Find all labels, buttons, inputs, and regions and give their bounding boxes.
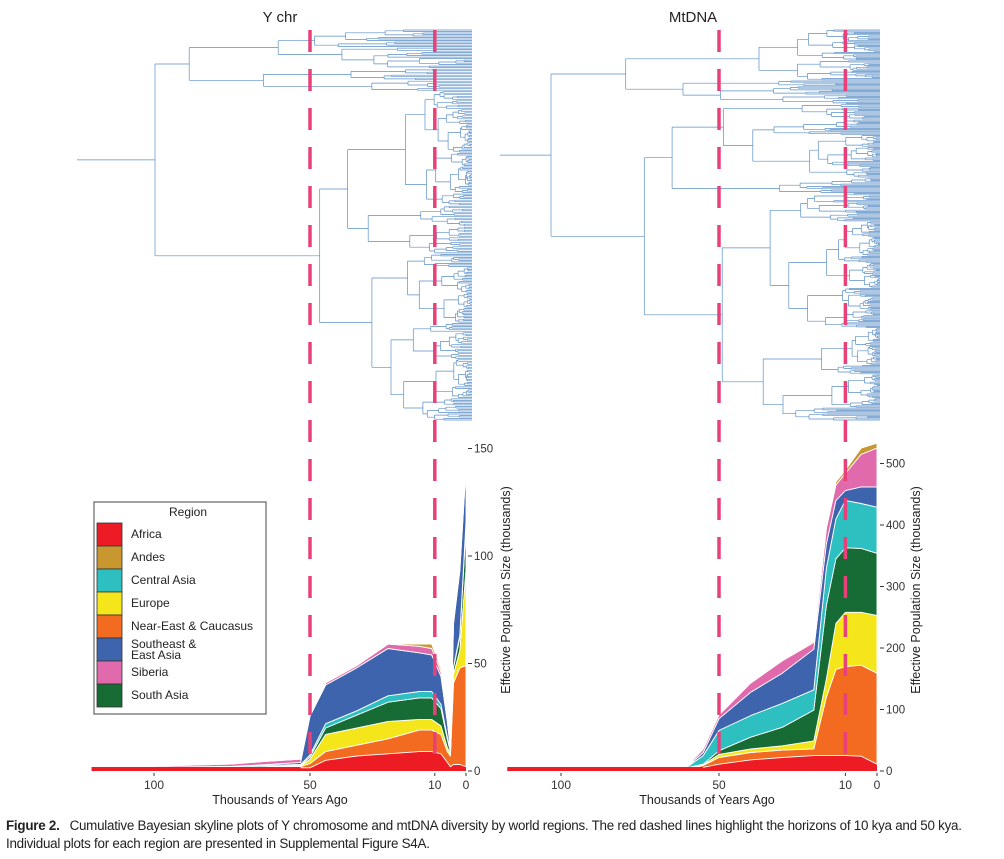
legend-label: South Asia	[131, 688, 189, 702]
y-axis-title: Effective Population Size (thousands)	[909, 486, 923, 694]
legend-swatch	[96, 568, 123, 593]
y-tick-label: 0	[886, 766, 892, 778]
legend-label: Central Asia	[131, 573, 196, 587]
y-tick-label: 300	[886, 582, 905, 594]
legend-swatch	[96, 683, 123, 708]
legend-swatch	[96, 591, 123, 616]
x-tick-label: 50	[712, 778, 726, 792]
phylogenetic-trees	[77, 29, 880, 421]
legend-box	[93, 501, 267, 715]
x-tick-label: 10	[428, 778, 442, 792]
panel-title: Y chr	[263, 9, 298, 26]
x-tick-label: 0	[874, 778, 881, 792]
x-tick-label: 100	[144, 778, 164, 792]
x-tick-label: 0	[463, 778, 470, 792]
legend-title: Region	[169, 505, 207, 519]
legend-label: East Asia	[131, 648, 181, 662]
legend-swatch	[96, 637, 123, 662]
tree-branches	[77, 29, 472, 421]
y-tick-label: 150	[474, 444, 493, 456]
figure-label: Figure 2.	[6, 818, 60, 833]
tree-branches	[500, 29, 880, 421]
x-tick-label: 50	[303, 778, 317, 792]
x-axis-title: Thousands of Years Ago	[212, 793, 348, 807]
area-andes	[506, 442, 878, 770]
area-africa	[507, 755, 877, 771]
area-africa	[91, 751, 466, 771]
y-tick-label: 100	[886, 705, 905, 717]
legend-label: Siberia	[131, 665, 169, 679]
figure-caption: Figure 2. Cumulative Bayesian skyline plo…	[6, 817, 1001, 853]
legend-swatch	[96, 660, 123, 685]
x-tick-label: 100	[551, 778, 571, 792]
y-tick-label: 100	[474, 551, 493, 563]
y-tick-label: 200	[886, 643, 905, 655]
legend-swatch	[96, 614, 123, 639]
x-tick-label: 10	[839, 778, 853, 792]
legend-label: Africa	[131, 527, 162, 541]
legend-label: Andes	[131, 550, 165, 564]
y-tick-label: 500	[886, 459, 905, 471]
region-legend: Region Africa Andes Central Asia Europe Near-…	[93, 501, 267, 715]
y-axis-title: Effective Population Size (thousands)	[499, 486, 513, 694]
phylogenetic-tree-mtdna	[500, 29, 880, 421]
area-andes	[91, 454, 467, 769]
phylogenetic-tree-ychr	[77, 29, 472, 421]
y-tick-label: 50	[474, 659, 487, 671]
legend-label: Southeast &	[131, 637, 196, 651]
legend-swatch	[96, 522, 123, 547]
y-tick-label: 0	[474, 766, 480, 778]
highlight-dashed-lines	[308, 30, 848, 771]
y-tick-label: 400	[886, 520, 905, 532]
caption-text: Cumulative Bayesian skyline plots of Y c…	[6, 818, 962, 851]
legend-swatch	[96, 545, 123, 570]
legend-label: Europe	[131, 596, 170, 610]
panel-title: MtDNA	[669, 9, 717, 26]
x-axis-title: Thousands of Years Ago	[639, 793, 775, 807]
legend-label: Near-East & Caucasus	[131, 619, 253, 633]
